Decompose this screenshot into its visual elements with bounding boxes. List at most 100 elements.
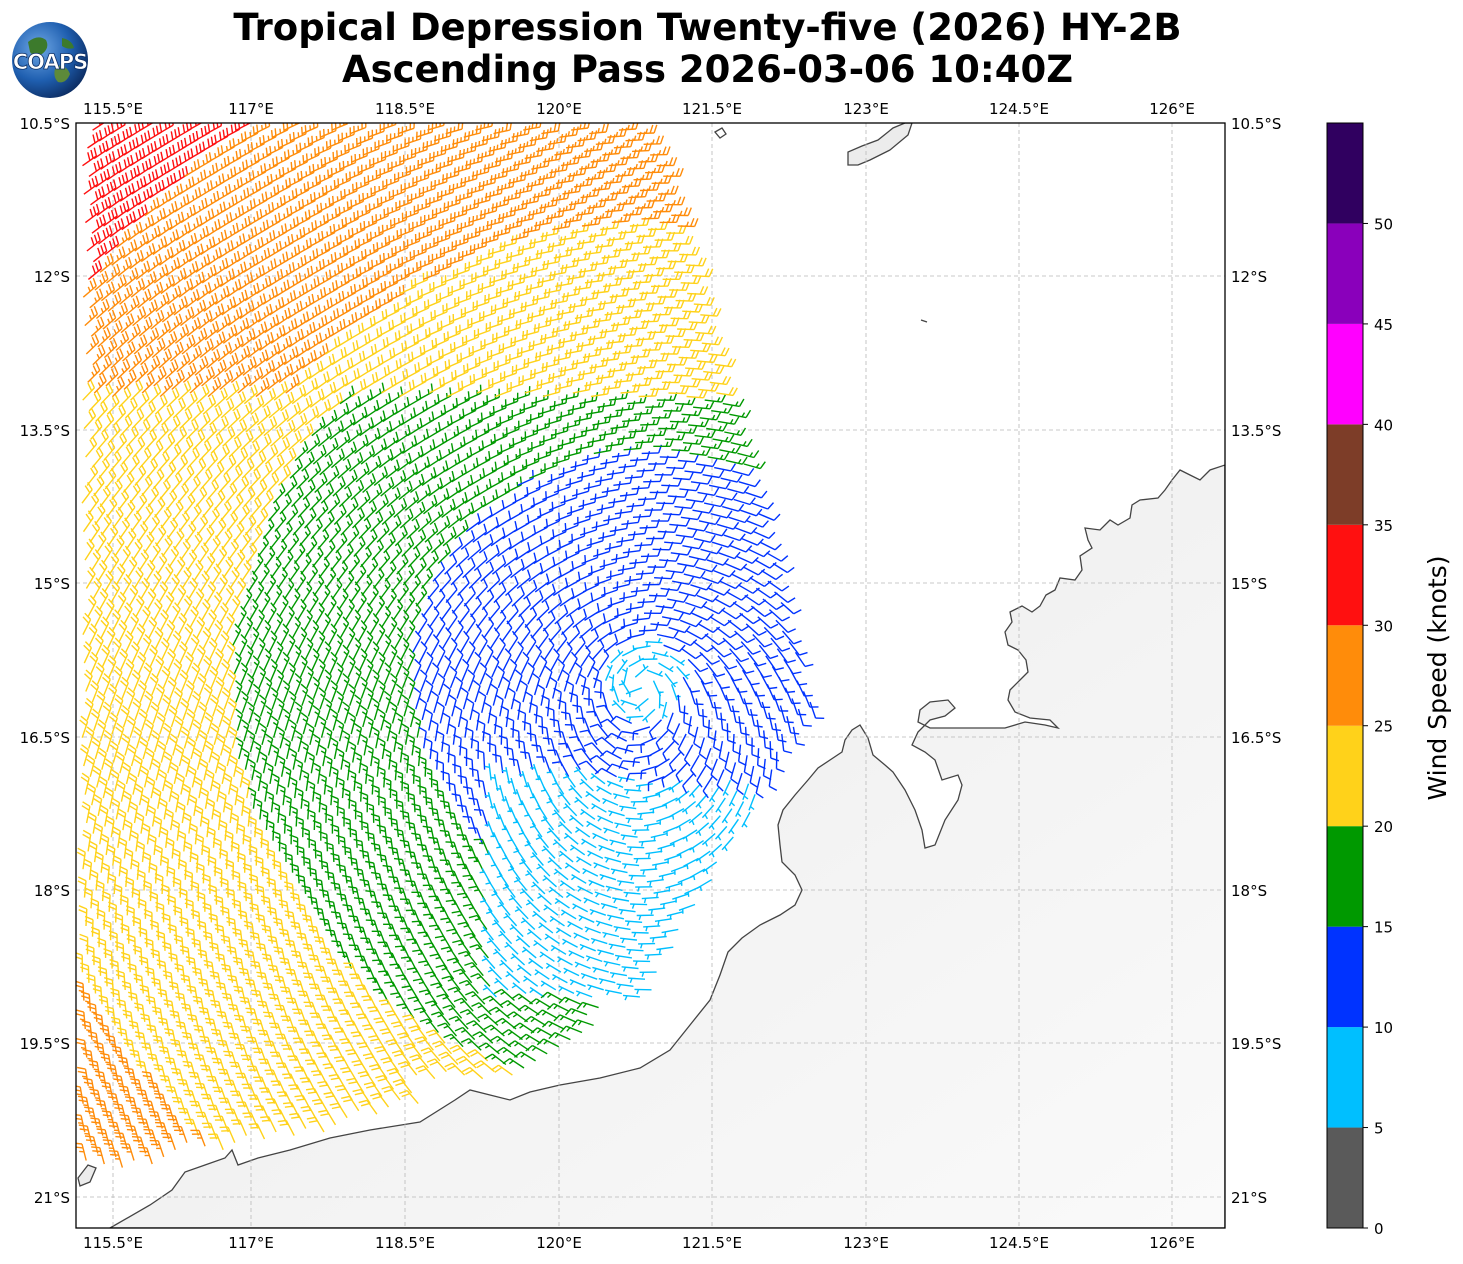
wind-barb (95, 662, 105, 685)
wind-barb (181, 754, 191, 777)
wind-barb (154, 1093, 168, 1111)
wind-barb (235, 794, 245, 816)
colorbar-bin (1327, 1027, 1363, 1128)
wind-barb (223, 772, 233, 795)
colorbar: 0 5 10 15 20 25 30 35 40 45 50 (1326, 122, 1393, 1238)
colorbar-tick-label: 25 (1374, 718, 1393, 736)
wind-barb (287, 1055, 304, 1072)
wind-barb (132, 697, 142, 721)
wind-barb (202, 931, 214, 951)
wind-barb (140, 765, 150, 788)
map-plot-area (76, 123, 1225, 1228)
island-small-3 (77, 1164, 97, 1187)
wind-barb (194, 804, 204, 827)
wind-barb (276, 1091, 294, 1108)
wind-barb (156, 712, 166, 735)
wind-barb (82, 829, 92, 852)
wind-barb (363, 1081, 383, 1097)
wind-barb (151, 729, 161, 753)
wind-barb (93, 822, 104, 845)
wind-barb (120, 1143, 135, 1161)
wind-barb (204, 712, 214, 735)
wind-barb (277, 1119, 295, 1136)
wind-barb (192, 690, 201, 714)
wind-barb (90, 680, 100, 703)
wind-barb (217, 1068, 233, 1087)
wind-barb (375, 1074, 395, 1090)
wind-barb (91, 737, 101, 760)
wind-barb (292, 1008, 308, 1026)
lon-tick-label-bottom: 121.5°E (682, 1234, 742, 1252)
wind-barb (107, 655, 117, 678)
wind-barb (243, 891, 254, 912)
wind-barb (279, 986, 295, 1005)
wind-barb (184, 1118, 200, 1136)
wind-barb (146, 804, 156, 827)
wind-barb (251, 1018, 266, 1037)
wind-barb (253, 1076, 269, 1094)
wind-barb (201, 1093, 216, 1111)
wind-barb (183, 840, 193, 863)
wind-barb (144, 719, 154, 742)
wind-barb (252, 1047, 268, 1065)
wind-barb (179, 945, 191, 966)
wind-barb (124, 630, 134, 653)
wind-barb (357, 1070, 376, 1087)
wind-barb (143, 1128, 158, 1147)
wind-barb (133, 754, 143, 777)
wind-barb (109, 552, 120, 575)
wind-barb (139, 737, 149, 760)
wind-barb (100, 862, 110, 884)
colorbar-bin (1327, 524, 1363, 626)
wind-barb (94, 851, 104, 873)
wind-barb (83, 887, 93, 909)
globe-logo-icon: COAPS (12, 22, 89, 98)
wind-barb (121, 733, 131, 756)
colorbar-bin (1327, 926, 1363, 1028)
wind-barb (220, 905, 231, 927)
wind-barb (141, 822, 151, 845)
wind-barb (327, 1016, 344, 1033)
wind-barb (337, 951, 353, 969)
wind-barb (163, 751, 173, 774)
wind-barb (155, 655, 165, 678)
wind-barb (201, 1122, 218, 1140)
wind-barb (115, 563, 126, 586)
wind-barb (199, 787, 209, 809)
wind-barb (97, 719, 107, 742)
wind-barb (200, 1064, 215, 1083)
wind-barb (392, 1078, 413, 1094)
wind-barb (253, 1105, 271, 1122)
wind-barb (130, 858, 140, 880)
wind-barb (167, 648, 177, 671)
wind-barb (100, 833, 110, 856)
wind-barb (120, 704, 130, 728)
wind-barb (277, 870, 289, 891)
wind-barb (98, 776, 108, 799)
wind-barb (110, 769, 120, 792)
wind-barb (108, 712, 118, 735)
wind-barb (152, 787, 162, 809)
wind-barb (176, 801, 186, 824)
wind-barb (398, 1089, 419, 1105)
wind-barb (198, 729, 208, 753)
lon-tick-label-top: 126°E (1149, 100, 1195, 118)
island-timor-tip (847, 123, 913, 166)
wind-barb (329, 1102, 348, 1119)
colorbar-bin (1327, 1127, 1363, 1228)
wind-barb (288, 1084, 306, 1101)
wind-barb (151, 758, 161, 781)
wind-barb (76, 1142, 87, 1161)
lon-tick-label-top: 115.5°E (83, 100, 143, 118)
wind-barb (107, 872, 117, 895)
wind-barb (241, 805, 251, 827)
wind-barb (149, 672, 159, 696)
wind-barb (247, 1065, 263, 1083)
wind-barb (120, 676, 129, 699)
colorbar-bin (1327, 424, 1363, 525)
wind-barb (179, 669, 189, 692)
lon-tick-label-bottom: 126°E (1149, 1234, 1195, 1252)
wind-barb (131, 669, 141, 692)
wind-barb (291, 979, 306, 998)
colorbar-bin (1327, 123, 1363, 224)
